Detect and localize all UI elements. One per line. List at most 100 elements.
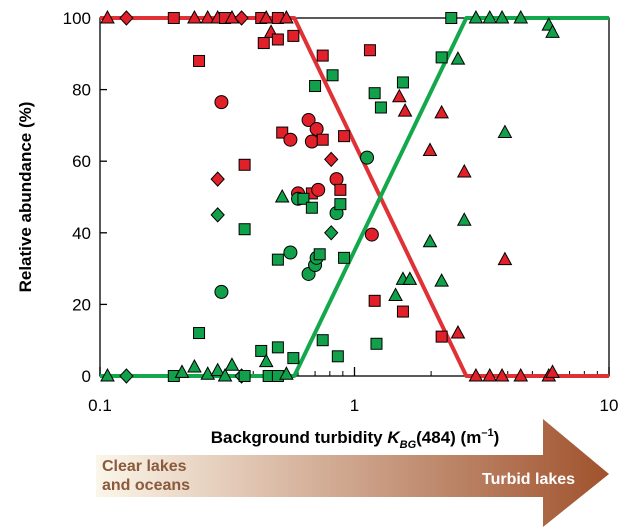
- red-triangle-point: [434, 104, 449, 119]
- green-square-point: [316, 334, 329, 347]
- green-square-point: [445, 12, 458, 24]
- red-square-point: [363, 44, 376, 57]
- green-square-point: [374, 101, 387, 114]
- green-square-point: [334, 198, 347, 211]
- red-triangle-point: [391, 88, 407, 103]
- green-triangle-point: [200, 366, 216, 380]
- green-square-point: [396, 76, 409, 89]
- green-triangle-point: [388, 287, 403, 301]
- red-triangle-point: [513, 367, 529, 382]
- red-triangle-point: [497, 251, 513, 266]
- red-triangle-point: [482, 367, 498, 382]
- red-square-point: [271, 33, 284, 46]
- green-square-point: [338, 251, 351, 264]
- red-square-point: [193, 54, 206, 67]
- green-square-point: [238, 370, 251, 382]
- red-square-point: [167, 12, 180, 24]
- red-triangle-point: [224, 9, 240, 24]
- red-circle-point: [364, 227, 379, 242]
- green-triangle-point: [402, 271, 418, 285]
- red-triangle-point: [545, 364, 560, 378]
- x-tick-label: 1: [350, 396, 359, 415]
- green-circle-point: [283, 245, 298, 260]
- green-triangle-point: [513, 9, 529, 24]
- green-trend-line: [100, 16, 609, 378]
- x-tick-label: 10: [600, 396, 619, 415]
- red-triangle-point: [279, 9, 294, 24]
- red-diamond-point: [119, 10, 134, 26]
- green-triangle-point: [434, 273, 449, 287]
- red-diamond-point: [210, 171, 225, 187]
- arrow-label-clear-line2: and oceans: [102, 477, 190, 494]
- x-tick-label: 0.1: [88, 396, 112, 415]
- red-diamond-point: [234, 10, 249, 26]
- turbidity-arrow: [96, 419, 609, 527]
- red-circle-point: [329, 172, 344, 187]
- green-triangle-point: [545, 24, 560, 38]
- green-triangle-point: [450, 51, 466, 65]
- red-trend-line: [100, 16, 609, 378]
- red-circle-point: [214, 95, 229, 110]
- red-diamond-point: [324, 151, 339, 168]
- y-axis-title: Relative abundance (%): [16, 102, 35, 293]
- y-tick-label: 20: [72, 295, 91, 314]
- green-square-point: [193, 327, 206, 340]
- red-square-point: [316, 49, 329, 62]
- red-triangle-point: [456, 163, 472, 178]
- green-circle-point: [360, 150, 375, 165]
- y-tick-label: 40: [72, 224, 91, 243]
- red-triangle-point: [397, 103, 413, 117]
- green-diamond-point: [210, 207, 225, 223]
- green-triangle-point: [210, 362, 226, 377]
- red-circle-point: [301, 113, 316, 128]
- green-square-point: [238, 223, 251, 236]
- green-triangle-point: [497, 124, 513, 139]
- red-square-point: [257, 37, 270, 50]
- red-triangle-point: [450, 324, 466, 339]
- green-triangle-point: [422, 233, 438, 248]
- green-square-point: [271, 341, 284, 354]
- green-triangle-point: [279, 366, 294, 380]
- red-square-point: [338, 130, 351, 143]
- red-triangle-point: [468, 367, 484, 382]
- green-square-point: [326, 69, 339, 82]
- red-triangle-point: [100, 9, 115, 24]
- green-triangle-point: [217, 367, 233, 382]
- y-tick-label: 100: [63, 9, 91, 28]
- green-triangle-point: [100, 367, 115, 382]
- red-circle-point: [309, 121, 324, 136]
- green-triangle-point: [456, 212, 472, 226]
- red-square-point: [368, 294, 381, 307]
- green-triangle-point: [494, 9, 510, 24]
- red-square-point: [238, 158, 251, 171]
- red-triangle-point: [200, 9, 216, 24]
- red-circle-point: [283, 132, 298, 147]
- green-circle-point: [214, 284, 229, 299]
- green-square-point: [370, 337, 383, 350]
- arrow-label-clear-line1: Clear lakes: [102, 458, 187, 475]
- red-triangle-point: [494, 367, 510, 382]
- green-triangle-point: [468, 9, 484, 24]
- red-square-point: [396, 305, 409, 318]
- red-triangle-point: [422, 142, 438, 156]
- green-triangle-point: [187, 359, 202, 373]
- green-square-point: [271, 253, 284, 266]
- green-triangle-point: [224, 357, 240, 371]
- green-square-point: [287, 352, 300, 365]
- red-square-point: [435, 330, 448, 343]
- green-triangle-point: [174, 364, 190, 378]
- green-square-point: [331, 350, 344, 363]
- red-square-point: [287, 29, 300, 42]
- y-tick-label: 60: [72, 152, 91, 171]
- data-points: [100, 9, 560, 384]
- green-triangle-point: [482, 9, 498, 24]
- green-square-point: [297, 192, 310, 205]
- red-circle-point: [304, 134, 319, 149]
- green-square-point: [255, 344, 268, 357]
- green-square-point: [309, 80, 322, 93]
- green-square-point: [368, 87, 381, 100]
- green-square-point: [313, 248, 326, 261]
- y-tick-label: 0: [82, 367, 91, 386]
- plot-frame: [99, 17, 610, 377]
